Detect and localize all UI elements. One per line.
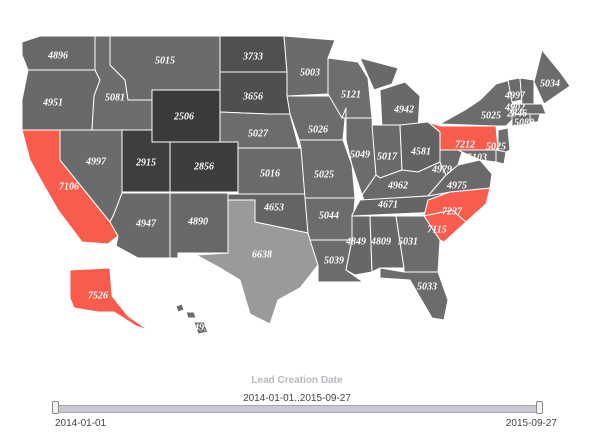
state-nj[interactable] bbox=[497, 127, 511, 157]
state-value-mn: 5003 bbox=[300, 67, 320, 78]
us-choropleth-map: 4896 4951 7106 4997 5081 5015 2506 2915 2856 4947… bbox=[21, 35, 571, 335]
state-value-va: 4975 bbox=[446, 180, 467, 191]
state-value-tn: 4671 bbox=[377, 199, 398, 210]
state-al[interactable] bbox=[369, 215, 405, 273]
state-value-ny: 5025 bbox=[481, 110, 501, 121]
state-value-co: 2856 bbox=[193, 161, 214, 172]
state-value-ar: 5044 bbox=[319, 210, 339, 221]
state-value-oh: 4581 bbox=[410, 146, 431, 157]
state-value-id: 5081 bbox=[105, 92, 125, 103]
state-mi[interactable] bbox=[359, 57, 421, 129]
state-value-ok: 4653 bbox=[263, 202, 284, 213]
state-me[interactable] bbox=[533, 49, 571, 105]
state-value-wy: 2506 bbox=[173, 111, 194, 122]
state-value-nd: 3733 bbox=[242, 51, 263, 62]
state-value-mt: 5015 bbox=[155, 55, 175, 66]
range-start-handle[interactable] bbox=[52, 401, 59, 414]
state-value-ks: 5016 bbox=[260, 168, 280, 179]
state-value-mi: 4942 bbox=[393, 104, 414, 115]
range-start-label: 2014-01-01 bbox=[55, 418, 107, 429]
state-value-il: 5049 bbox=[350, 149, 370, 160]
state-value-az: 4947 bbox=[135, 218, 157, 229]
state-value-ga: 5031 bbox=[398, 236, 418, 247]
state-value-ut: 2915 bbox=[135, 157, 156, 168]
state-value-nj: 5103 bbox=[467, 152, 487, 163]
state-value-ne: 5027 bbox=[248, 128, 269, 139]
state-value-wv: 4979 bbox=[431, 164, 452, 175]
state-value-ma: 2846 bbox=[506, 108, 527, 119]
state-value-tx: 6638 bbox=[252, 249, 272, 260]
state-hi[interactable] bbox=[175, 303, 209, 335]
state-mn[interactable] bbox=[283, 35, 336, 97]
state-value-nv: 4997 bbox=[85, 156, 107, 167]
state-value-nh: 4902 bbox=[504, 102, 525, 113]
state-value-ca: 7106 bbox=[59, 181, 79, 192]
slider-title: Lead Creation Date bbox=[251, 375, 343, 386]
state-value-ia: 5026 bbox=[308, 124, 328, 135]
state-value-hi: 4998 bbox=[193, 322, 214, 333]
state-tx[interactable] bbox=[195, 199, 319, 325]
state-nm[interactable] bbox=[169, 192, 229, 259]
state-ct[interactable] bbox=[511, 113, 531, 127]
state-value-al: 4809 bbox=[370, 236, 391, 247]
state-value-nc: 7237 bbox=[442, 206, 463, 217]
state-value-vt: 4997 bbox=[504, 90, 526, 101]
date-range-track[interactable] bbox=[55, 405, 541, 413]
state-value-sc: 7115 bbox=[427, 224, 446, 235]
state-value-ms: 4849 bbox=[345, 236, 366, 247]
state-value-md: 5025 bbox=[486, 141, 506, 152]
state-value-wi: 5121 bbox=[341, 89, 361, 100]
state-value-pa: 7212 bbox=[455, 139, 475, 150]
state-value-nm: 4890 bbox=[187, 216, 208, 227]
state-va[interactable] bbox=[427, 159, 493, 197]
state-value-me: 5034 bbox=[540, 78, 560, 89]
state-ak[interactable] bbox=[69, 267, 149, 331]
state-value-ri: 5080 bbox=[514, 117, 534, 128]
state-value-ak: 7526 bbox=[88, 290, 108, 301]
state-value-mo: 5025 bbox=[314, 169, 334, 180]
state-value-fl: 5033 bbox=[417, 281, 437, 292]
state-value-ct: 4951 bbox=[507, 128, 528, 139]
state-value-de: 5025 bbox=[506, 163, 526, 174]
state-fl[interactable] bbox=[379, 267, 449, 321]
state-value-or: 4951 bbox=[42, 97, 63, 108]
range-end-handle[interactable] bbox=[536, 401, 543, 414]
state-value-ky: 4962 bbox=[387, 180, 408, 191]
state-value-la: 5039 bbox=[324, 255, 344, 266]
state-ma[interactable] bbox=[511, 103, 547, 115]
state-value-sd: 3656 bbox=[242, 91, 263, 102]
state-ny[interactable] bbox=[439, 79, 515, 127]
state-value-in: 5017 bbox=[377, 151, 398, 162]
selected-range-label: 2014-01-01..2015-09-27 bbox=[243, 393, 351, 404]
state-md[interactable] bbox=[457, 149, 497, 163]
state-value-wa: 4896 bbox=[47, 50, 68, 61]
range-end-label: 2015-09-27 bbox=[505, 418, 557, 429]
